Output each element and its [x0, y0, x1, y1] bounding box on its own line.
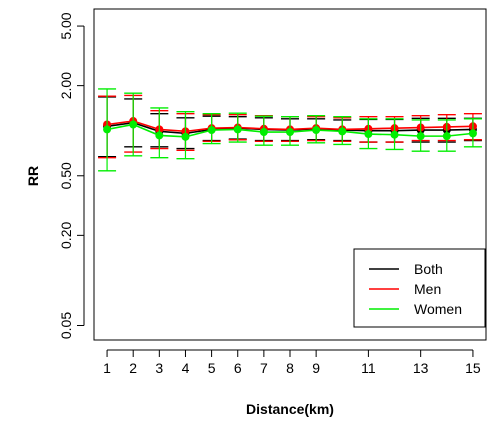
- y-tick-label: 5.00: [58, 12, 74, 39]
- data-point: [181, 132, 190, 141]
- data-point: [338, 127, 347, 136]
- x-tick-label: 2: [129, 360, 137, 376]
- x-tick-label: 15: [465, 360, 481, 376]
- x-tick-label: 7: [260, 360, 268, 376]
- legend-label: Both: [414, 261, 443, 277]
- data-point: [390, 130, 399, 139]
- data-point: [233, 125, 242, 134]
- x-tick-label: 3: [155, 360, 163, 376]
- data-point: [129, 120, 138, 129]
- data-point: [364, 130, 373, 139]
- x-axis-title: Distance(km): [246, 401, 334, 417]
- x-axis: 1 2 3 4 5 6 7 8 9 11 13 15: [103, 349, 481, 376]
- x-tick-label: 11: [361, 360, 376, 376]
- legend-label: Women: [414, 301, 462, 317]
- x-tick-label: 13: [413, 360, 429, 376]
- data-point: [312, 126, 321, 135]
- data-point: [468, 129, 477, 138]
- data-point: [416, 132, 425, 141]
- legend-box: [353, 248, 486, 328]
- y-tick-label: 0.05: [58, 312, 74, 339]
- data-point: [103, 125, 112, 134]
- data-point: [286, 128, 294, 137]
- data-point: [155, 131, 164, 140]
- legend-label: Men: [414, 281, 441, 297]
- x-tick-label: 6: [234, 360, 242, 376]
- series-women: [98, 88, 482, 172]
- y-tick-label: 2.00: [58, 72, 74, 99]
- x-tick-label: 8: [286, 360, 294, 376]
- y-tick-label: 0.20: [58, 222, 74, 249]
- data-point: [207, 126, 216, 135]
- plot-border: [93, 8, 487, 341]
- x-tick-label: 9: [312, 360, 320, 376]
- y-axis: 0.05 0.20 0.50 2.00 5.00: [58, 12, 85, 339]
- legend: Both Men Women: [353, 248, 486, 328]
- data-point: [442, 132, 451, 141]
- y-axis-title: RR: [25, 166, 41, 186]
- x-tick-label: 1: [103, 360, 111, 376]
- data-point: [259, 128, 268, 137]
- series-layer: [98, 88, 482, 172]
- x-tick-label: 5: [208, 360, 216, 376]
- x-tick-label: 4: [182, 360, 190, 376]
- plot-frame: [93, 8, 487, 341]
- y-tick-label: 0.50: [58, 162, 74, 189]
